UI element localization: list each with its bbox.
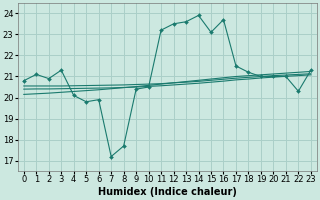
X-axis label: Humidex (Indice chaleur): Humidex (Indice chaleur) [98, 187, 237, 197]
